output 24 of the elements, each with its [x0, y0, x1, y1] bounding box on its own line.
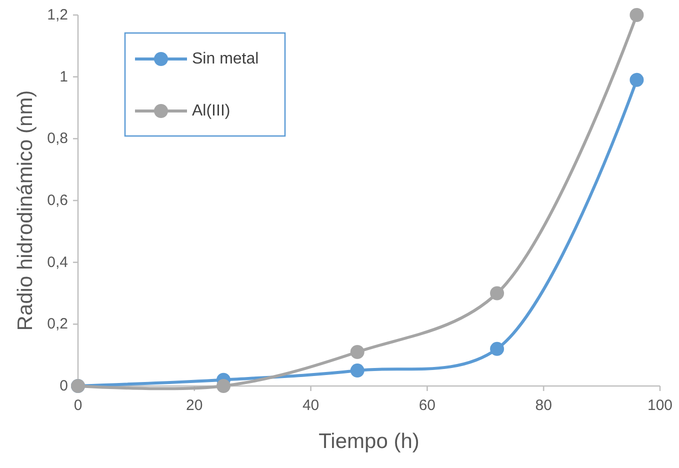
y-tick-label: 1,2: [47, 6, 68, 24]
point: [490, 342, 504, 356]
x-axis-title: Tiempo (h): [318, 430, 420, 453]
x-tick-label: 60: [418, 397, 436, 414]
y-tick-label: 1: [60, 68, 68, 86]
point: [216, 379, 230, 393]
point: [350, 364, 364, 378]
x-tick-label: 100: [647, 397, 673, 414]
y-tick-label: 0,4: [47, 254, 68, 271]
legend-label: Sin metal: [192, 50, 259, 68]
point: [350, 344, 364, 359]
legend-label: Al(III): [192, 102, 230, 120]
y-tick-label: 0,2: [47, 316, 68, 333]
y-tick-label: 0: [60, 378, 68, 394]
x-tick-label: 80: [535, 397, 552, 414]
y-tick-label: 0,8: [47, 130, 68, 148]
x-tick-label: 40: [302, 397, 320, 414]
y-axis-title: Radio hidrodinámico (nm): [14, 90, 37, 331]
y-tick-label: 0,6: [47, 192, 68, 209]
x-tick-label: 20: [186, 397, 203, 414]
point: [630, 72, 644, 87]
point: [490, 286, 504, 300]
x-tick-label: 0: [74, 397, 82, 414]
point: [630, 8, 644, 22]
